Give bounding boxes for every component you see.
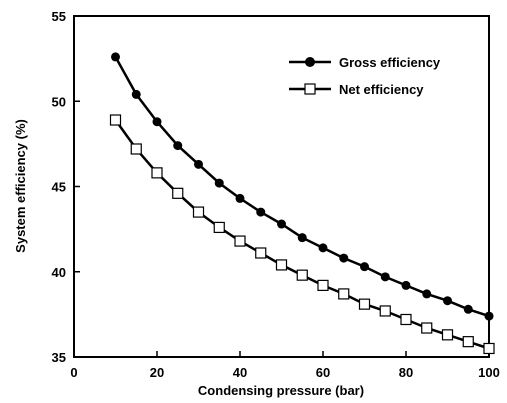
data-point	[130, 143, 142, 155]
legend-label-net: Net efficiency	[339, 82, 424, 97]
data-point	[317, 279, 329, 291]
data-point	[358, 298, 371, 310]
y-tick-label: 40	[52, 265, 66, 280]
y-tick-label: 45	[52, 180, 66, 195]
legend-marker-net	[304, 83, 316, 95]
legend: Gross efficiency Net efficiency	[289, 55, 441, 97]
data-point	[422, 289, 432, 299]
data-point	[318, 243, 328, 253]
data-point	[484, 311, 494, 321]
data-point	[463, 304, 473, 314]
data-point	[214, 178, 224, 188]
x-tick-label: 100	[478, 365, 500, 380]
data-point	[360, 262, 369, 272]
data-point	[173, 141, 183, 151]
series-layer	[109, 52, 495, 355]
axis-tick-labels: 0 20 40 60 80 100 35 40 45 50 55	[52, 9, 500, 380]
data-point	[380, 272, 390, 282]
data-point	[194, 159, 203, 169]
x-tick-label: 0	[70, 365, 77, 380]
data-point	[297, 233, 307, 243]
y-tick-label: 50	[52, 94, 66, 109]
data-point	[443, 296, 452, 306]
data-point	[131, 89, 141, 99]
legend-label-gross: Gross efficiency	[339, 55, 441, 70]
data-point	[255, 247, 267, 259]
data-point	[379, 305, 391, 317]
data-point	[277, 219, 286, 229]
x-tick-label: 80	[399, 365, 413, 380]
data-point	[111, 52, 120, 62]
data-point	[296, 269, 308, 281]
data-point	[256, 207, 266, 217]
y-tick-label: 35	[52, 350, 66, 365]
data-point	[401, 280, 411, 290]
data-point	[192, 206, 205, 218]
data-point	[421, 322, 433, 334]
data-point	[235, 193, 245, 203]
series-net	[109, 114, 495, 355]
x-tick-label: 60	[316, 365, 330, 380]
y-tick-label: 55	[52, 9, 66, 24]
data-point	[462, 336, 474, 348]
data-point	[213, 221, 225, 234]
data-point	[275, 259, 288, 271]
legend-marker-gross	[305, 57, 315, 67]
data-point	[338, 288, 350, 300]
y-axis-title: System efficiency (%)	[13, 119, 28, 253]
data-point	[152, 117, 162, 127]
x-tick-label: 20	[150, 365, 164, 380]
data-point	[151, 167, 163, 179]
x-axis-title: Condensing pressure (bar)	[198, 383, 364, 398]
data-point	[400, 313, 412, 326]
data-point	[109, 114, 122, 126]
data-point	[234, 235, 246, 247]
data-point	[441, 329, 454, 341]
series-gross	[111, 52, 494, 321]
data-point	[483, 342, 495, 355]
x-tick-label: 40	[233, 365, 247, 380]
data-point	[172, 187, 184, 199]
axis-ticks	[73, 15, 490, 358]
data-point	[339, 253, 349, 263]
